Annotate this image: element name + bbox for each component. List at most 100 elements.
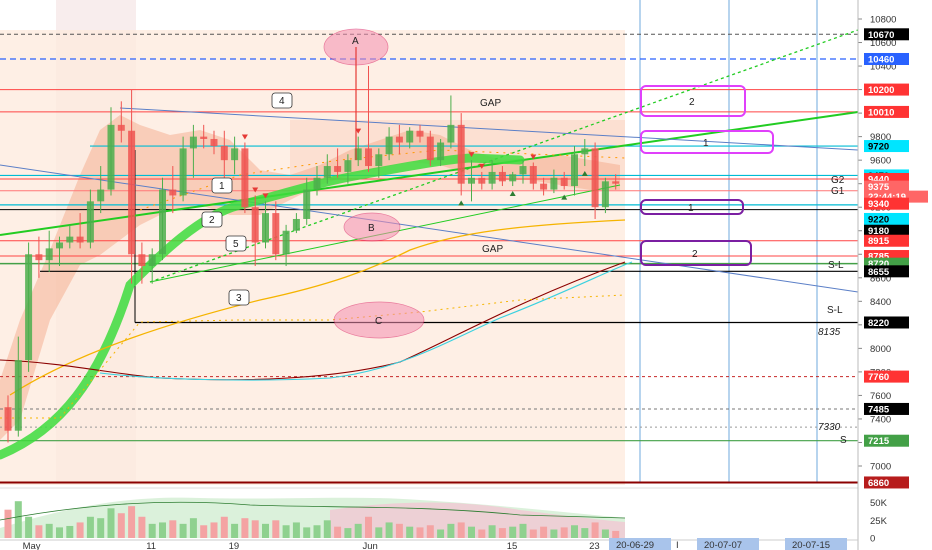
volume-bar (395, 523, 403, 538)
volume-bar (231, 523, 239, 538)
candle-body (76, 236, 84, 243)
candle[interactable] (86, 189, 94, 249)
candle[interactable] (189, 124, 197, 178)
price-tag-label: 9440 (868, 174, 889, 185)
candle[interactable] (416, 124, 424, 143)
buy-marker (458, 200, 465, 206)
volume-bar (251, 520, 259, 538)
candle[interactable] (375, 148, 383, 178)
candle[interactable] (571, 146, 578, 196)
candle[interactable] (138, 242, 146, 284)
candle[interactable] (509, 171, 517, 187)
candle[interactable] (550, 169, 558, 194)
candle[interactable] (323, 154, 331, 184)
callout-bubble (228, 289, 250, 306)
candle[interactable] (210, 130, 218, 155)
candle[interactable] (262, 201, 269, 249)
candle[interactable] (488, 160, 496, 190)
price-tag-label: 7215 (868, 436, 890, 447)
candle-body (179, 148, 187, 196)
level-label: G2 (831, 175, 845, 186)
candle[interactable] (35, 236, 43, 278)
level-label: S-L (828, 260, 844, 271)
candle[interactable] (292, 213, 300, 234)
candle[interactable] (272, 201, 280, 261)
candle-body (97, 189, 105, 202)
candle[interactable] (117, 101, 125, 143)
price-tag (864, 212, 909, 225)
candle[interactable] (560, 171, 568, 190)
candle[interactable] (457, 113, 465, 196)
candle[interactable] (56, 236, 63, 267)
candle[interactable] (179, 136, 187, 202)
time-tick-label: 11 (146, 541, 156, 550)
candle[interactable] (354, 136, 362, 167)
volume-bar (447, 523, 455, 538)
candle[interactable] (14, 336, 22, 437)
candle[interactable] (313, 166, 321, 196)
candle[interactable] (25, 242, 33, 372)
candle[interactable] (437, 138, 445, 167)
candle[interactable] (251, 195, 259, 267)
candle[interactable] (498, 166, 506, 187)
candle[interactable] (612, 174, 620, 190)
candle[interactable] (426, 130, 434, 167)
volume-bar (272, 520, 280, 538)
candle[interactable] (303, 177, 311, 225)
candle[interactable] (447, 95, 455, 149)
candle[interactable] (282, 224, 290, 267)
candle[interactable] (519, 160, 527, 184)
candle[interactable] (468, 160, 475, 202)
candle[interactable] (591, 142, 599, 219)
price-tag (864, 476, 909, 489)
candle[interactable] (395, 124, 403, 155)
candle[interactable] (406, 127, 414, 149)
candle-body (601, 181, 609, 208)
candle[interactable] (97, 166, 105, 214)
candle-body (498, 171, 506, 182)
price-tag-label: 22:44:19 (868, 192, 906, 203)
candle[interactable] (334, 148, 342, 178)
volume-bar (138, 516, 146, 538)
callout-label: 4 (279, 96, 285, 107)
callout-label: 5 (233, 239, 239, 250)
trend-line (149, 29, 859, 283)
candle[interactable] (365, 66, 372, 172)
candle[interactable] (76, 213, 84, 249)
moving-average (9, 219, 626, 396)
candle[interactable] (128, 89, 136, 284)
candle[interactable] (159, 177, 166, 261)
candle[interactable] (601, 177, 609, 214)
sell-marker (530, 154, 537, 160)
candle[interactable] (107, 107, 115, 196)
target-box (640, 85, 746, 117)
candle-body (571, 154, 578, 187)
candle[interactable] (385, 127, 393, 161)
price-tag (864, 224, 909, 237)
volume-bar (591, 522, 599, 538)
price-tick-label: 9600 (870, 156, 891, 167)
candle[interactable] (478, 171, 486, 190)
candle[interactable] (45, 230, 53, 272)
candle[interactable] (231, 136, 239, 175)
candle-body (66, 236, 74, 243)
candle[interactable] (241, 142, 249, 214)
candle[interactable] (220, 130, 228, 178)
price-tag (864, 83, 909, 96)
candle-body (612, 181, 620, 184)
price-tag-label: 10010 (868, 107, 894, 118)
candle[interactable] (529, 162, 537, 190)
target-box-label: 1 (703, 138, 709, 149)
candle[interactable] (200, 124, 208, 149)
candle[interactable] (540, 177, 548, 196)
candle-body (416, 130, 424, 137)
candle[interactable] (148, 248, 156, 284)
candle[interactable] (344, 154, 352, 184)
volume-tick-label: 50K (870, 498, 888, 509)
candle[interactable] (169, 166, 177, 214)
candle[interactable] (581, 138, 589, 167)
candle-body (159, 189, 166, 255)
candle[interactable] (66, 224, 74, 249)
candle[interactable] (4, 395, 12, 443)
